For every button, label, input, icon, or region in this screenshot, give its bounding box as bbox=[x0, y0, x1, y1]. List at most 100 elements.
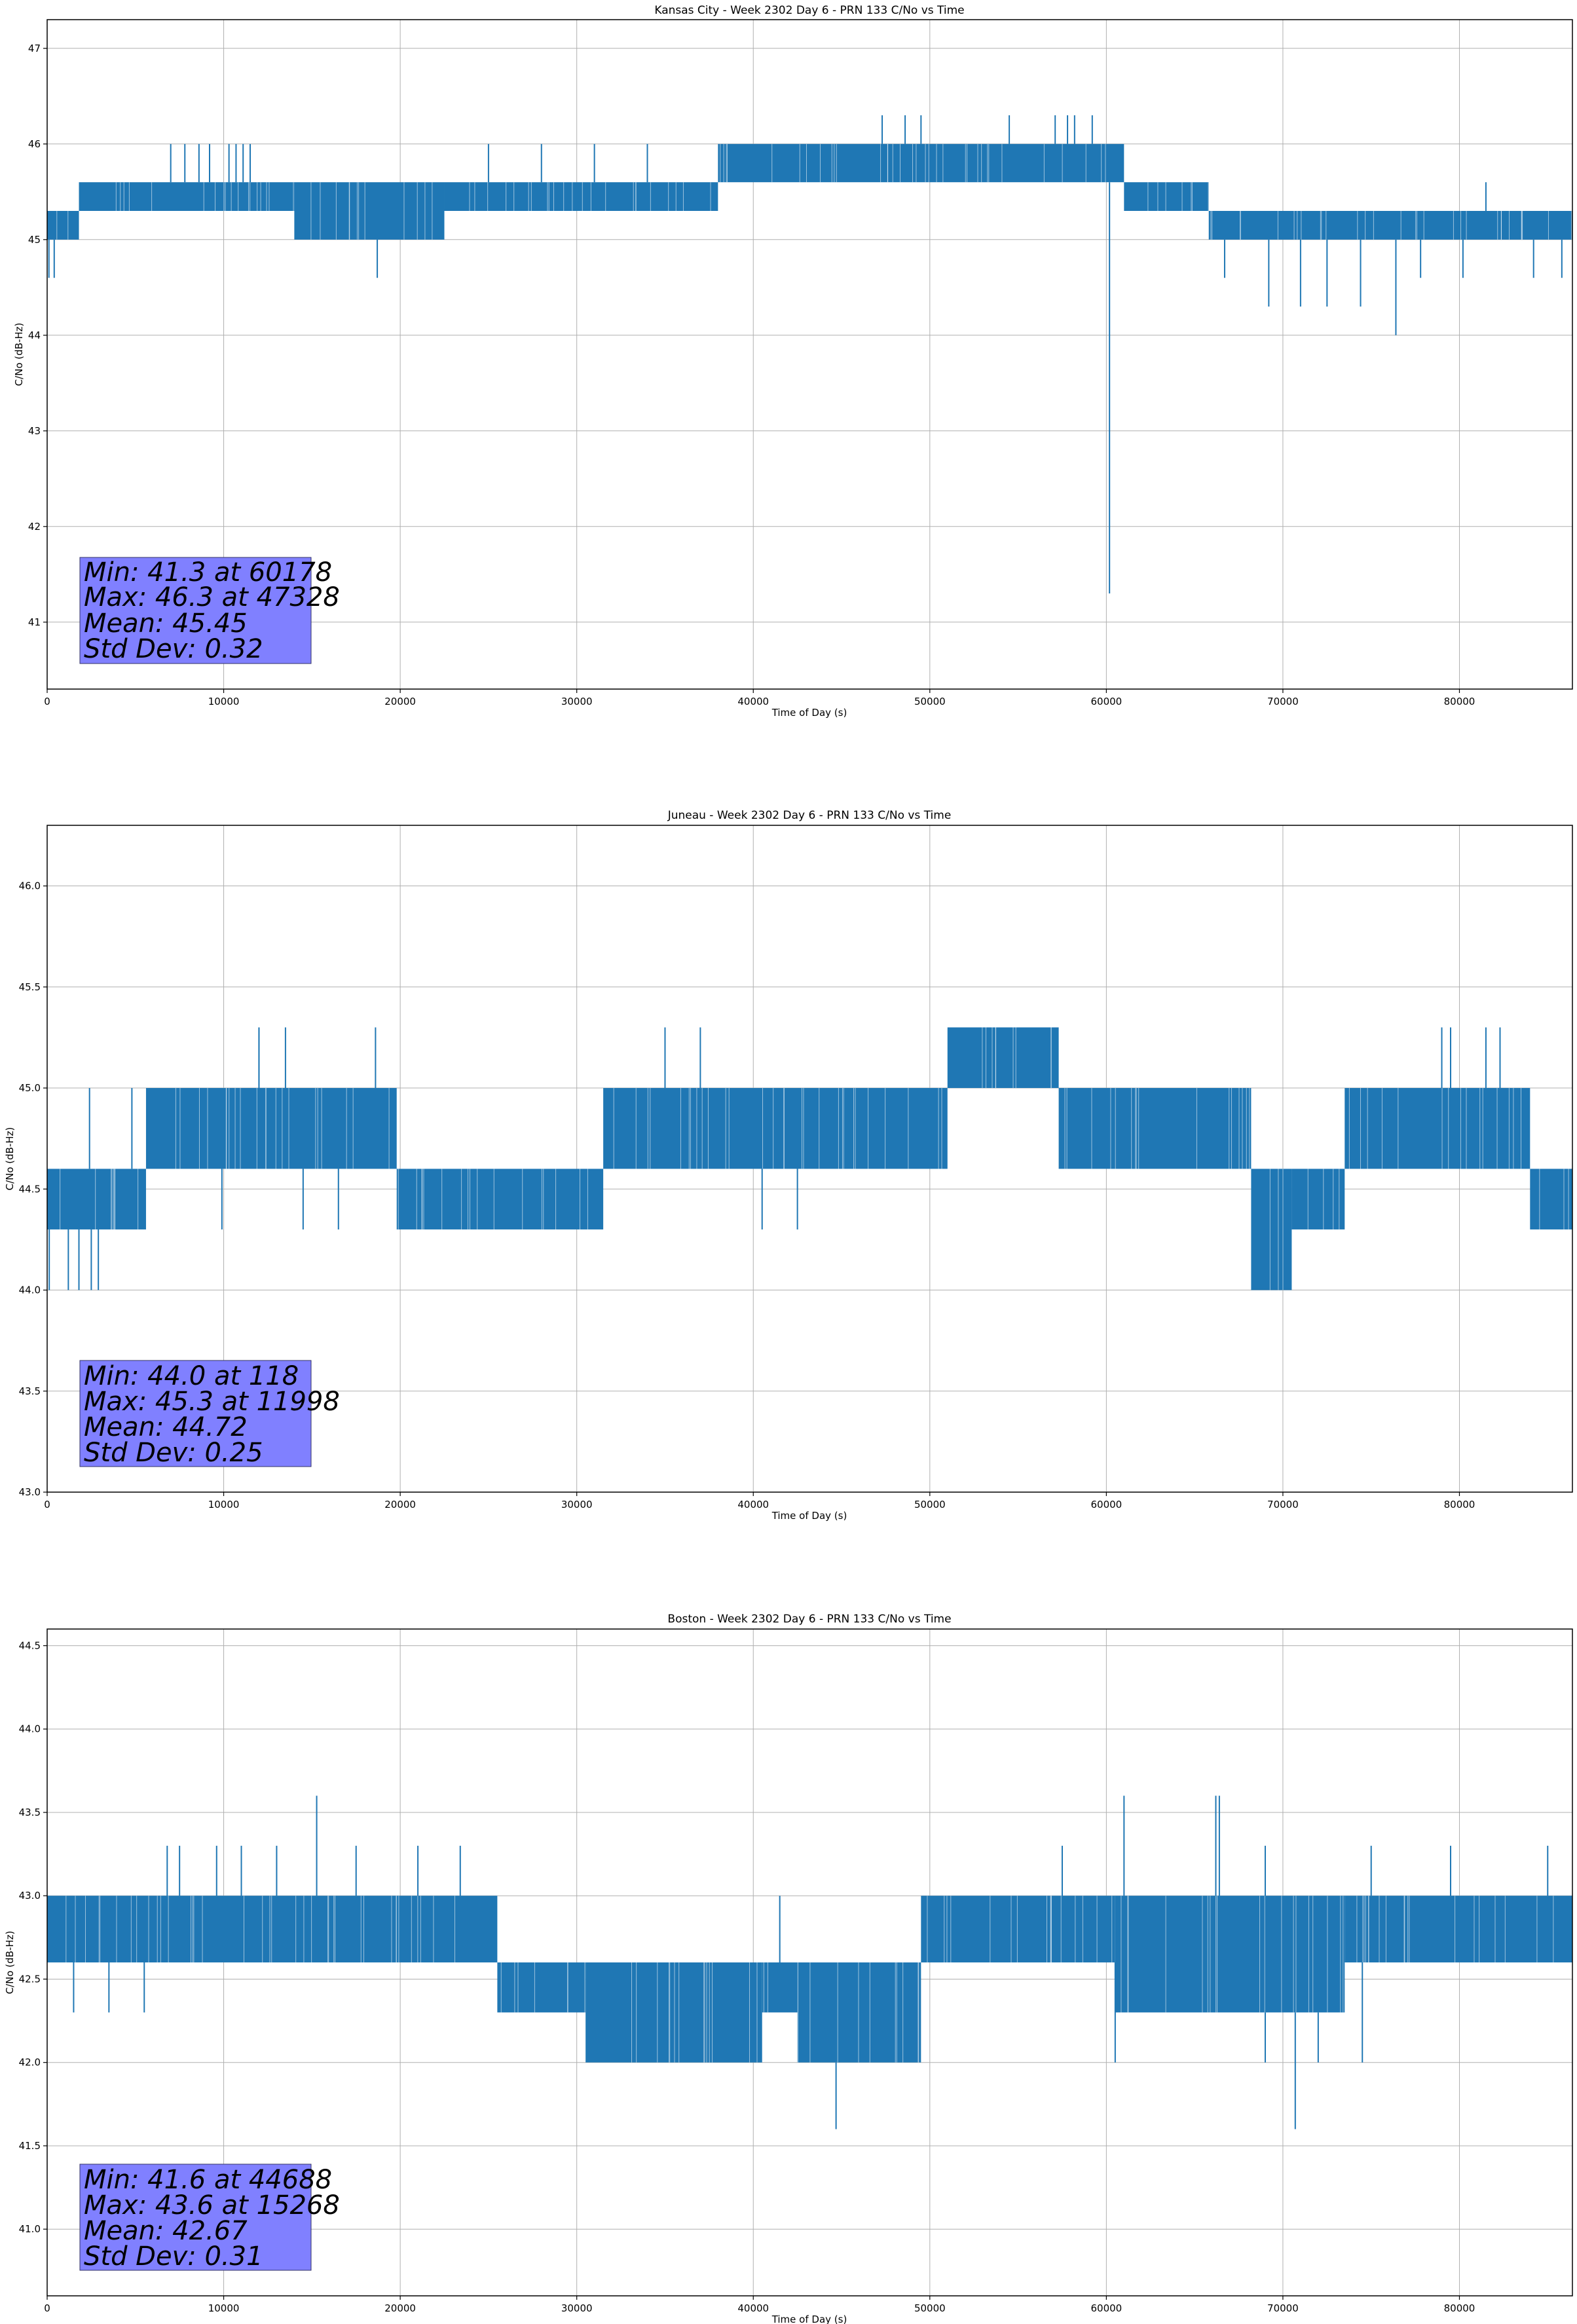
y-tick-label: 43.5 bbox=[19, 1807, 41, 1818]
data-band-segment bbox=[1124, 182, 1209, 211]
x-tick-label: 50000 bbox=[914, 2302, 946, 2314]
stats-box-background bbox=[79, 2164, 312, 2271]
y-axis-label: C/No (dB-Hz) bbox=[4, 1127, 16, 1191]
data-band-segment bbox=[797, 1962, 921, 2063]
stats-box-background bbox=[79, 557, 312, 664]
x-tick-label: 30000 bbox=[561, 696, 593, 707]
stats-box: Min: 44.0 at 118 Max: 45.3 at 11998 Mean… bbox=[79, 1360, 340, 1468]
y-tick-label: 44.0 bbox=[19, 1723, 41, 1735]
stats-mean: Mean: 44.72 bbox=[84, 1412, 248, 1442]
y-axis-ticks: 43.0 43.5 44.0 44.5 45.0 45.5 46.0 bbox=[19, 880, 47, 1498]
x-tick-label: 80000 bbox=[1444, 2302, 1475, 2314]
y-tick-label: 44 bbox=[28, 329, 41, 341]
stats-std-dev: Std Dev: 0.31 bbox=[84, 2241, 263, 2272]
data-series-band bbox=[47, 1896, 1572, 2063]
data-series-spikes bbox=[48, 115, 1563, 593]
y-tick-label: 42.5 bbox=[19, 1973, 41, 1985]
stats-min: Min: 44.0 at 118 bbox=[84, 1361, 299, 1391]
x-tick-label: 20000 bbox=[384, 1499, 416, 1510]
stats-std-dev: Std Dev: 0.25 bbox=[84, 1438, 263, 1468]
y-tick-label: 46 bbox=[28, 138, 41, 150]
stats-max: Max: 45.3 at 11998 bbox=[84, 1387, 340, 1417]
y-axis-label: C/No (dB-Hz) bbox=[4, 1931, 16, 1995]
data-band-segment bbox=[396, 1169, 604, 1229]
x-tick-label: 40000 bbox=[737, 696, 769, 707]
x-tick-label: 50000 bbox=[914, 1499, 946, 1510]
x-tick-label: 70000 bbox=[1267, 1499, 1299, 1510]
x-tick-label: 0 bbox=[44, 696, 50, 707]
plot-frame bbox=[46, 825, 1573, 1493]
y-tick-label: 44.0 bbox=[19, 1284, 41, 1296]
stats-std-dev: Std Dev: 0.32 bbox=[84, 634, 263, 664]
data-band-segment bbox=[47, 211, 79, 240]
y-tick-label: 41 bbox=[28, 616, 41, 628]
data-band-segment bbox=[47, 1896, 498, 1962]
x-tick-label: 10000 bbox=[208, 696, 240, 707]
x-axis-label: Time of Day (s) bbox=[771, 707, 847, 719]
plot-frame bbox=[46, 1628, 1573, 2296]
data-band-segment bbox=[444, 182, 718, 211]
x-axis-ticks: 0 10000 20000 30000 40000 50000 60000 70000 8000… bbox=[44, 1492, 1475, 1510]
stats-max: Max: 46.3 at 47328 bbox=[84, 582, 340, 612]
y-tick-label: 42 bbox=[28, 521, 41, 533]
y-tick-label: 43.5 bbox=[19, 1385, 41, 1397]
stats-max: Max: 43.6 at 15268 bbox=[84, 2190, 340, 2221]
chart-panel-boston: Boston - Week 2302 Day 6 - PRN 133 C/No … bbox=[4, 1613, 1573, 2324]
x-tick-label: 70000 bbox=[1267, 2302, 1299, 2314]
data-band-segment bbox=[585, 1962, 762, 2063]
x-tick-label: 60000 bbox=[1091, 1499, 1122, 1510]
y-tick-label: 43.0 bbox=[19, 1486, 41, 1498]
data-series-band bbox=[47, 143, 1572, 240]
data-band-segment bbox=[603, 1088, 948, 1169]
data-band-segment bbox=[1345, 1896, 1572, 1962]
data-band-segment bbox=[1345, 1088, 1531, 1169]
data-band-segment bbox=[1115, 1896, 1345, 2013]
chart-title: Boston - Week 2302 Day 6 - PRN 133 C/No … bbox=[667, 1613, 951, 1626]
chart-title: Kansas City - Week 2302 Day 6 - PRN 133 … bbox=[654, 4, 964, 17]
x-tick-label: 30000 bbox=[561, 2302, 593, 2314]
data-band-segment bbox=[921, 1896, 1115, 1962]
y-tick-label: 46.0 bbox=[19, 880, 41, 892]
y-tick-label: 41.0 bbox=[19, 2223, 41, 2235]
x-axis-ticks: 0 10000 20000 30000 40000 50000 60000 70000 8000… bbox=[44, 2296, 1475, 2314]
x-tick-label: 40000 bbox=[737, 2302, 769, 2314]
data-band-segment bbox=[47, 1169, 146, 1229]
x-tick-label: 0 bbox=[44, 1499, 50, 1510]
data-band-segment bbox=[1208, 211, 1572, 240]
y-tick-label: 45.5 bbox=[19, 981, 41, 993]
x-tick-label: 50000 bbox=[914, 696, 946, 707]
chart-panel-juneau: Juneau - Week 2302 Day 6 - PRN 133 C/No … bbox=[4, 809, 1573, 1522]
data-band-segment bbox=[145, 1088, 397, 1169]
plot-frame bbox=[46, 19, 1573, 690]
stats-box: Min: 41.3 at 60178 Max: 46.3 at 47328 Me… bbox=[79, 557, 340, 664]
data-band-segment bbox=[1251, 1169, 1292, 1290]
data-series-band bbox=[47, 1027, 1572, 1290]
data-band-segment bbox=[947, 1027, 1059, 1089]
chart-title: Juneau - Week 2302 Day 6 - PRN 133 C/No … bbox=[667, 809, 952, 822]
y-tick-label: 43 bbox=[28, 425, 41, 437]
x-tick-label: 30000 bbox=[561, 1499, 593, 1510]
x-tick-label: 40000 bbox=[737, 1499, 769, 1510]
stats-mean: Mean: 45.45 bbox=[84, 609, 248, 639]
y-tick-label: 47 bbox=[28, 43, 41, 54]
data-band-segment bbox=[718, 143, 1124, 183]
stats-mean: Mean: 42.67 bbox=[84, 2216, 248, 2246]
data-band-segment bbox=[79, 182, 295, 211]
x-axis-label: Time of Day (s) bbox=[771, 2314, 847, 2324]
data-band-segment bbox=[1530, 1169, 1572, 1229]
data-band-segment bbox=[497, 1962, 586, 2013]
x-tick-label: 70000 bbox=[1267, 696, 1299, 707]
data-series-spikes bbox=[48, 1027, 1501, 1290]
y-axis-ticks: 41 42 43 44 45 46 47 bbox=[28, 43, 47, 628]
y-axis-ticks: 41.0 41.5 42.0 42.5 43.0 43.5 44.0 44.5 bbox=[19, 1640, 47, 2235]
x-axis-label: Time of Day (s) bbox=[771, 1510, 847, 1522]
y-tick-label: 44.5 bbox=[19, 1183, 41, 1195]
x-tick-label: 20000 bbox=[384, 2302, 416, 2314]
x-tick-label: 0 bbox=[44, 2302, 50, 2314]
x-tick-label: 10000 bbox=[208, 1499, 240, 1510]
x-axis-ticks: 0 10000 20000 30000 40000 50000 60000 70000 8000… bbox=[44, 689, 1475, 707]
y-tick-label: 42.0 bbox=[19, 2057, 41, 2069]
data-band-segment bbox=[1058, 1088, 1252, 1169]
y-tick-label: 43.0 bbox=[19, 1890, 41, 1902]
